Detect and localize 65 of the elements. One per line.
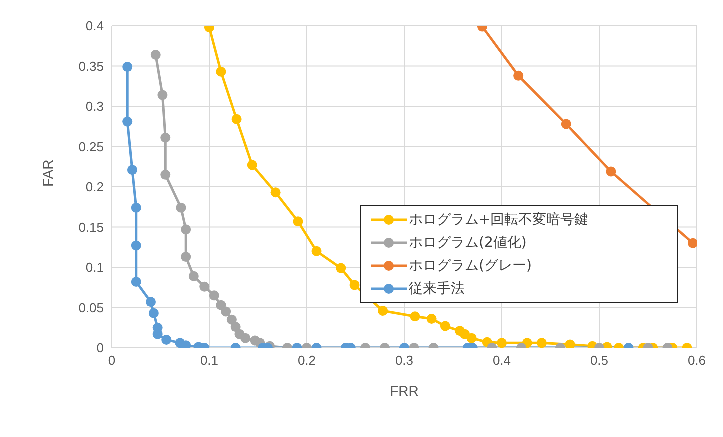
legend-label: ホログラム+回転不変暗号鍵 xyxy=(409,210,589,228)
legend-label: 従来手法 xyxy=(409,280,465,298)
y-tick-label: 0.05 xyxy=(78,300,104,316)
point xyxy=(606,166,616,177)
point xyxy=(127,165,138,176)
point xyxy=(497,338,507,348)
x-tick-label: 0 xyxy=(108,353,116,368)
point xyxy=(131,240,142,251)
point xyxy=(181,252,192,262)
y-tick-label: 0.3 xyxy=(86,99,104,114)
point xyxy=(146,297,156,308)
point xyxy=(122,62,133,72)
y-tick-label: 0.35 xyxy=(78,58,104,74)
point xyxy=(176,202,186,213)
y-tick-label: 0 xyxy=(96,340,104,356)
x-tick-label: 0.2 xyxy=(298,353,316,368)
x-tick-label: 0.4 xyxy=(492,353,512,368)
legend-label: ホログラム(2値化) xyxy=(409,234,527,252)
point xyxy=(440,321,450,332)
y-tick-label: 0.15 xyxy=(78,220,104,235)
point xyxy=(131,276,142,287)
x-axis-title: FRR xyxy=(390,383,419,399)
point xyxy=(216,66,226,77)
y-tick-label: 0.4 xyxy=(86,18,104,34)
point xyxy=(122,116,133,127)
point xyxy=(514,70,524,81)
y-axis-title: FAR xyxy=(40,160,56,187)
y-tick-label: 0.1 xyxy=(86,260,104,276)
point xyxy=(160,132,171,143)
point xyxy=(209,290,220,301)
y-tick-label: 0.2 xyxy=(86,180,104,195)
x-tick-label: 0.5 xyxy=(590,353,609,368)
point xyxy=(240,333,251,344)
x-tick-label: 0.6 xyxy=(688,353,706,368)
point xyxy=(312,246,322,256)
legend-label: ホログラム(グレー) xyxy=(409,256,532,274)
point xyxy=(378,306,388,316)
y-tick-label: 0.25 xyxy=(78,139,104,154)
point xyxy=(162,334,172,345)
point xyxy=(536,338,547,348)
point xyxy=(200,282,210,292)
point xyxy=(410,312,420,322)
point xyxy=(230,322,241,332)
point xyxy=(247,160,258,170)
point xyxy=(426,314,437,324)
point xyxy=(221,306,232,317)
point xyxy=(188,271,199,282)
point xyxy=(565,340,576,348)
point xyxy=(158,90,168,100)
x-tick-label: 0.1 xyxy=(200,353,219,368)
point xyxy=(688,238,697,248)
x-tick-label: 0.3 xyxy=(395,353,414,368)
point xyxy=(150,50,161,60)
point xyxy=(131,202,142,213)
point xyxy=(160,170,171,180)
point xyxy=(293,216,304,227)
point xyxy=(232,114,242,124)
point xyxy=(148,308,159,318)
point xyxy=(336,263,346,274)
point xyxy=(350,280,360,290)
point xyxy=(181,224,192,235)
point xyxy=(561,119,572,130)
point xyxy=(270,188,281,198)
point xyxy=(466,333,477,344)
point xyxy=(226,314,237,325)
